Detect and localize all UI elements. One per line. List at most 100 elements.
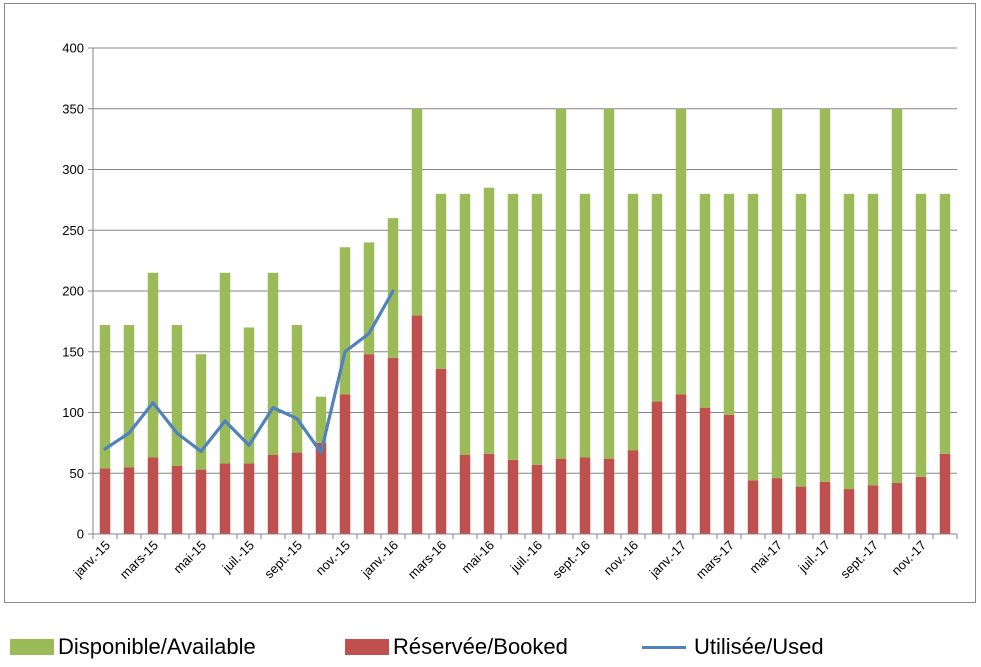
bar-booked [579, 457, 591, 534]
x-tick-label: nov.-17 [889, 538, 930, 579]
x-tick-label: mars-15 [117, 538, 161, 582]
axes [88, 47, 958, 539]
bar-booked [747, 480, 759, 534]
bar-available [771, 108, 783, 479]
y-tick-label: 0 [77, 527, 84, 542]
bar-booked [99, 468, 111, 534]
bar-available [363, 242, 375, 355]
bar-available [795, 193, 807, 487]
bar-booked [459, 455, 471, 534]
bar-booked [531, 464, 543, 534]
y-tick-label: 350 [62, 101, 84, 116]
x-tick-labels: janv.-15 mars-15 mai-15 juil.-15 sept.-15 nov… [70, 538, 929, 582]
bar-booked [243, 463, 255, 534]
bar-available [243, 327, 255, 464]
bar-booked [219, 463, 231, 534]
bar-booked [771, 478, 783, 534]
legend-swatch-available [10, 639, 54, 655]
x-tick-label: mai-16 [458, 538, 497, 577]
bar-available [699, 193, 711, 408]
bar-available [147, 272, 159, 458]
bar-available [315, 396, 327, 443]
bar-booked [387, 357, 399, 534]
bar-available [123, 325, 135, 468]
bar-available [723, 193, 735, 415]
bar-booked [891, 482, 903, 534]
legend-item-used: Utilisée/Used [642, 630, 824, 664]
bar-booked [603, 458, 615, 534]
bar-available [507, 193, 519, 460]
bar-available [531, 193, 543, 465]
x-tick-label: nov.-15 [313, 538, 354, 579]
gridlines [93, 47, 957, 474]
bar-available [219, 272, 231, 464]
legend-label-available: Disponible/Available [58, 634, 256, 659]
x-tick-label: juil.-17 [795, 538, 833, 576]
legend-label-booked: Réservée/Booked [393, 634, 568, 659]
bar-booked [867, 485, 879, 534]
x-tick-label: mai-15 [170, 538, 209, 577]
bar-available [291, 325, 303, 453]
bar-booked [507, 459, 519, 534]
bar-booked [555, 458, 567, 534]
bar-available [867, 193, 879, 486]
bar-available [171, 325, 183, 466]
line-used [103, 289, 395, 455]
bar-available [339, 247, 351, 395]
x-tick-label: janv.-16 [358, 538, 401, 581]
x-tick-label: juil.-15 [219, 538, 257, 576]
bar-available [747, 193, 759, 481]
x-tick-label: mars-17 [693, 538, 737, 582]
legend-item-booked: Réservée/Booked [345, 630, 568, 664]
legend-label-used: Utilisée/Used [694, 634, 824, 659]
bar-booked [843, 489, 855, 534]
x-tick-label: mai-17 [746, 538, 785, 577]
bars [99, 108, 951, 534]
x-tick-label: juil.-16 [507, 538, 545, 576]
bar-available [627, 193, 639, 451]
bar-available [99, 325, 111, 469]
bar-booked [483, 453, 495, 534]
bar-booked [291, 452, 303, 534]
bar-booked [267, 455, 279, 534]
used-line [103, 289, 395, 455]
bar-available [603, 108, 615, 459]
bar-booked [795, 486, 807, 534]
bar-booked [675, 394, 687, 534]
x-tick-label: nov.-16 [601, 538, 642, 579]
bar-booked [915, 476, 927, 534]
bar-available [411, 108, 423, 316]
bar-available [267, 272, 279, 456]
bar-booked [123, 467, 135, 534]
bar-available [675, 108, 687, 395]
bar-available [195, 354, 207, 470]
bar-available [915, 193, 927, 477]
bar-available [483, 187, 495, 454]
bar-booked [699, 407, 711, 534]
stacked-bar-chart: 0 50 100 150 200 250 300 350 400 janv.-15 mars-15… [62, 41, 958, 582]
y-tick-label: 400 [62, 41, 84, 56]
bar-available [555, 108, 567, 459]
bar-available [843, 193, 855, 490]
bar-booked [195, 469, 207, 534]
bar-booked [627, 450, 639, 534]
bar-available [579, 193, 591, 458]
x-tick-label: sept.-17 [837, 538, 881, 582]
y-tick-label: 50 [70, 466, 84, 481]
legend: Disponible/Available Réservée/Booked Uti… [10, 630, 970, 664]
bar-available [819, 108, 831, 482]
legend-swatch-used [642, 645, 686, 649]
y-tick-label: 250 [62, 223, 84, 238]
x-tick-label: janv.-17 [646, 538, 689, 581]
y-tick-label: 200 [62, 284, 84, 299]
y-tick-label: 300 [62, 162, 84, 177]
bar-booked [315, 442, 327, 534]
bar-booked [339, 394, 351, 534]
bar-available [435, 193, 447, 369]
bar-booked [147, 457, 159, 534]
bar-booked [363, 354, 375, 534]
bar-booked [171, 465, 183, 534]
bar-booked [819, 481, 831, 534]
bar-booked [411, 315, 423, 534]
y-tick-label: 150 [62, 344, 84, 359]
